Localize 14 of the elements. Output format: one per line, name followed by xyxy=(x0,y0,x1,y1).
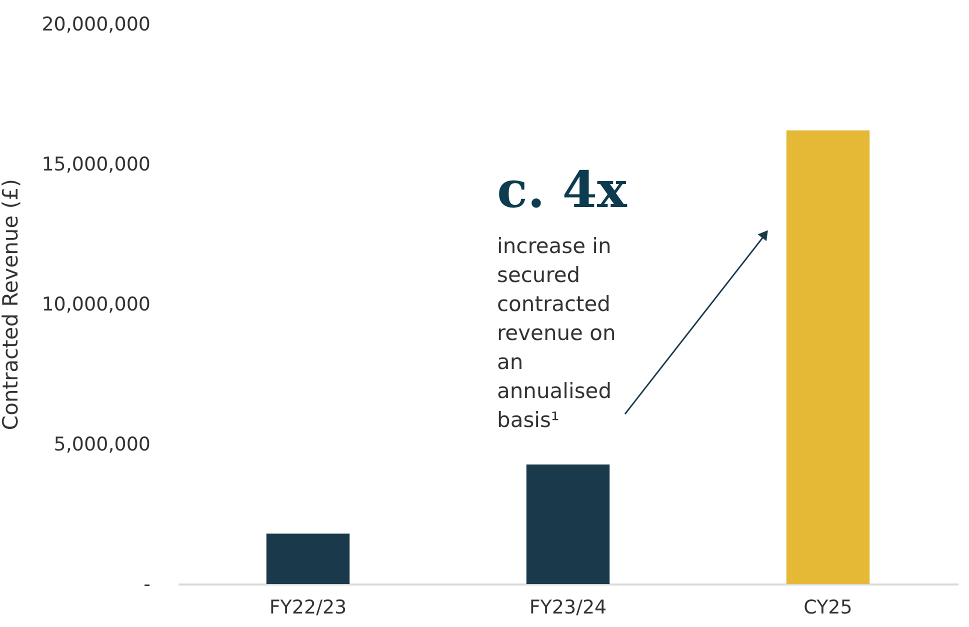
x-tick-label: CY25 xyxy=(804,596,852,618)
y-tick-label: - xyxy=(144,574,150,596)
annotation: increase in secured contracted revenue on an annualised basis¹ xyxy=(497,234,616,432)
y-tick-label: 15,000,000 xyxy=(42,154,150,176)
x-tick-label: FY23/24 xyxy=(529,596,607,618)
y-tick-label: 5,000,000 xyxy=(54,434,150,456)
bar xyxy=(786,130,870,584)
x-tick-label: FY22/23 xyxy=(269,596,347,618)
bar xyxy=(266,534,350,584)
y-axis-title: Contracted Revenue (£) xyxy=(0,178,23,430)
y-tick-label: 20,000,000 xyxy=(42,14,150,36)
annotation: c. 4x xyxy=(497,160,628,219)
y-tick-label: 10,000,000 xyxy=(42,294,150,316)
bar xyxy=(526,464,610,584)
